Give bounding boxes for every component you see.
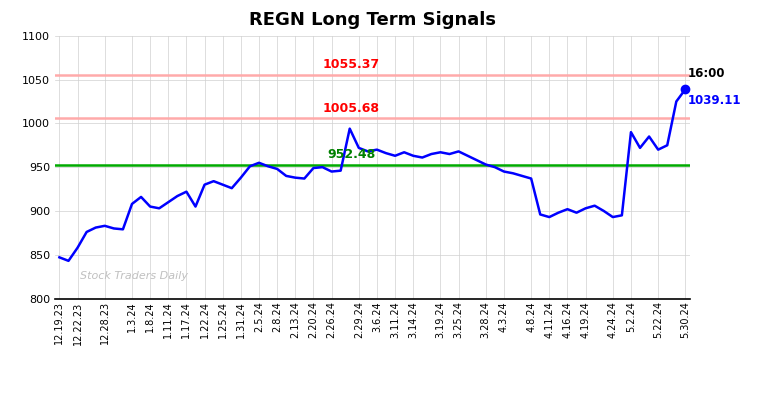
Text: 1005.68: 1005.68 <box>323 102 380 115</box>
Text: 1039.11: 1039.11 <box>688 94 742 107</box>
Text: 16:00: 16:00 <box>688 68 726 80</box>
Text: Stock Traders Daily: Stock Traders Daily <box>80 271 188 281</box>
Text: 1055.37: 1055.37 <box>323 59 380 71</box>
Text: 952.48: 952.48 <box>328 148 376 162</box>
Title: REGN Long Term Signals: REGN Long Term Signals <box>249 11 496 29</box>
